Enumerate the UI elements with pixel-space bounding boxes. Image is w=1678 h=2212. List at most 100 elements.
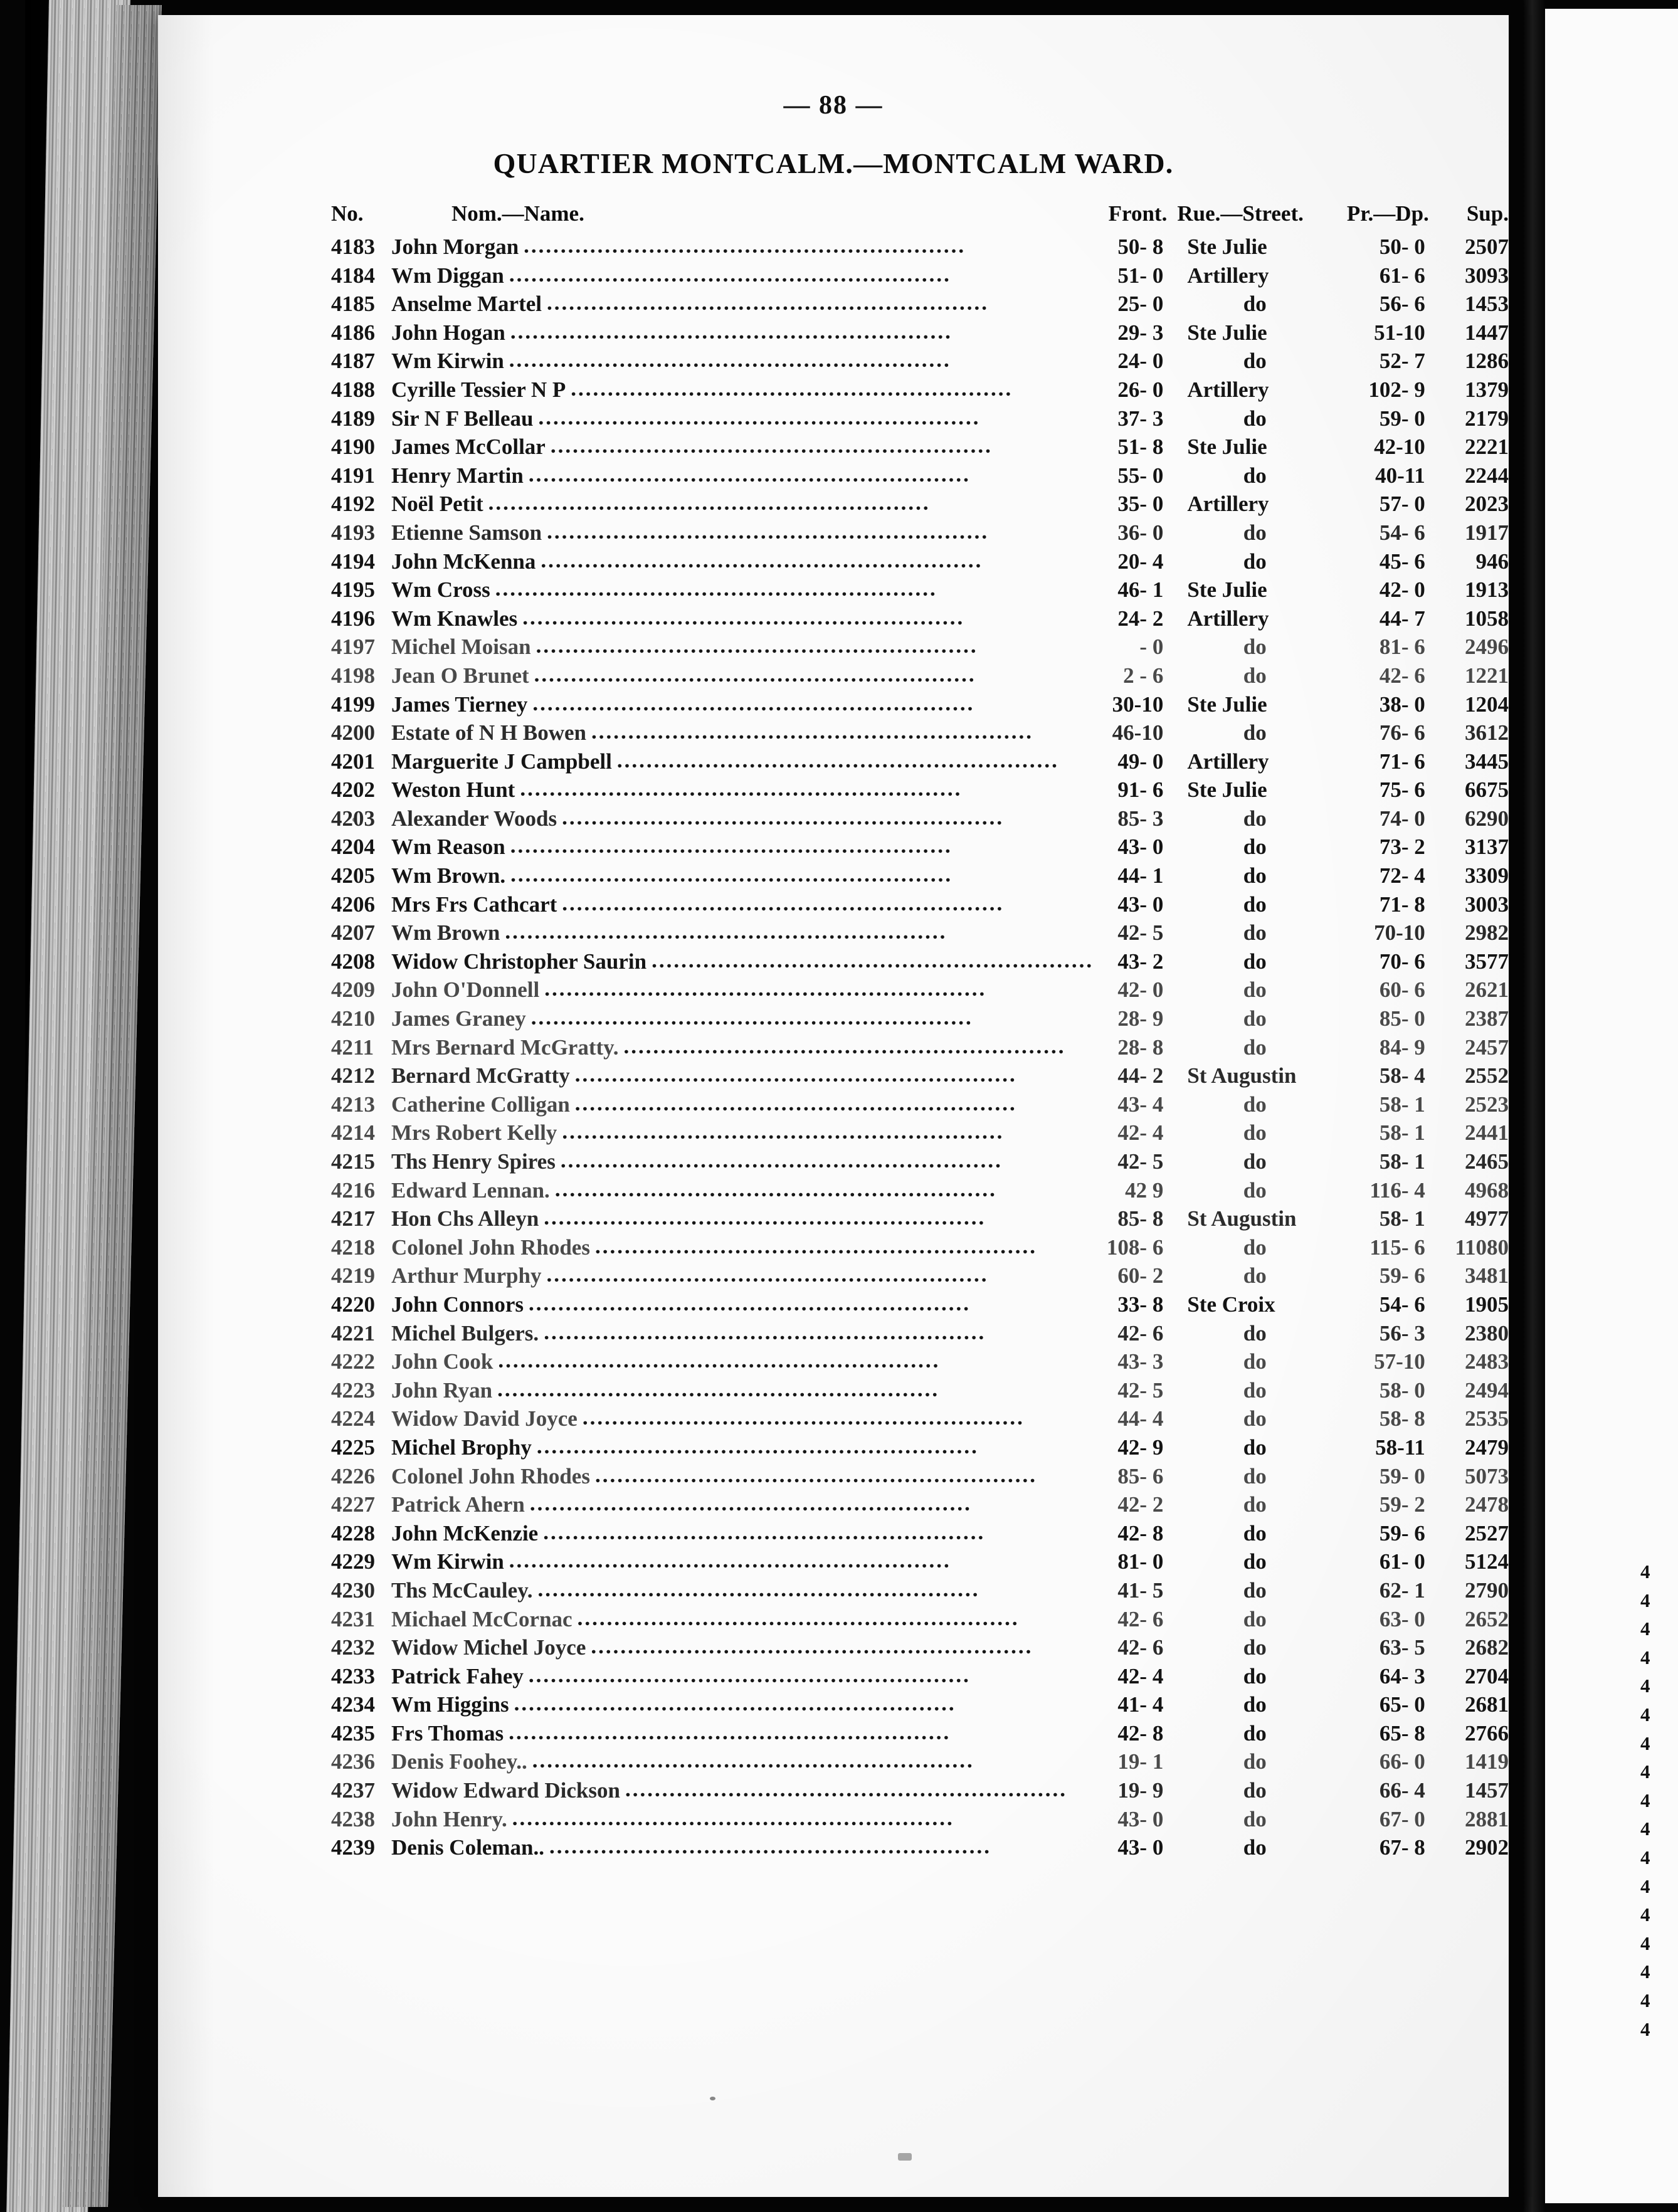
- name-text: Michael McCornac: [391, 1606, 573, 1631]
- table-row: 4204 Wm Reason...........................…: [331, 833, 1509, 861]
- dot-leader: ........................................…: [520, 776, 963, 801]
- facing-page-fragment: 4: [1640, 1961, 1650, 1983]
- facing-page-fragment: 4: [1640, 1875, 1650, 1897]
- dot-leader: ........................................…: [497, 1376, 940, 1401]
- cell-name: Edward Lennan...........................…: [391, 1176, 1094, 1205]
- cell-sup: 2523: [1465, 1092, 1509, 1117]
- dot-leader: ........................................…: [541, 547, 983, 572]
- cell-name: Wm Kirwin...............................…: [391, 1547, 1094, 1576]
- cell-pr-dp: 116- 4: [1369, 1177, 1425, 1203]
- cell-front: 91- 6: [1117, 777, 1164, 803]
- name-text: Marguerite J Campbell: [391, 749, 612, 774]
- cell-pr-dp: 102- 9: [1368, 377, 1425, 402]
- table-row: 4215 Ths Henry Spires....................…: [331, 1147, 1509, 1176]
- cell-front: 41- 4: [1117, 1692, 1164, 1717]
- cell-name: Michel Moisan...........................…: [391, 633, 1094, 661]
- cell-no: 4207: [331, 920, 375, 945]
- cell-pr-dp: 59- 0: [1379, 406, 1425, 431]
- name-text: Mrs Frs Cathcart: [391, 892, 557, 917]
- cell-name: Wm Cross................................…: [391, 576, 1094, 604]
- table-row: 4190 James McCollar......................…: [331, 433, 1509, 461]
- facing-page-fragment: 4: [1640, 1818, 1650, 1840]
- cell-no: 4195: [331, 577, 375, 603]
- cell-name: James Graney............................…: [391, 1004, 1094, 1033]
- dot-leader: ........................................…: [546, 1262, 989, 1287]
- ditto-mark: do: [1243, 1377, 1267, 1403]
- cell-front: 41- 5: [1117, 1577, 1164, 1603]
- street-name: Ste Julie: [1187, 777, 1267, 803]
- dot-leader: ........................................…: [582, 1405, 1025, 1430]
- cell-no: 4185: [331, 292, 375, 317]
- dot-leader: ........................................…: [547, 519, 989, 544]
- table-row: 4231 Michael McCornac....................…: [331, 1605, 1509, 1634]
- table-row: 4219 Arthur Murphy.......................…: [331, 1261, 1509, 1290]
- cell-front: 60- 2: [1117, 1263, 1164, 1288]
- cell-pr-dp: 62- 1: [1379, 1577, 1425, 1603]
- column-header-pr-dp: Pr.—Dp.: [1346, 201, 1429, 226]
- cell-pr-dp: 60- 6: [1379, 977, 1425, 1003]
- table-row: 4184 Wm Diggan...........................…: [331, 261, 1509, 290]
- gutter-shadow-right: [1524, 0, 1545, 2212]
- ditto-mark: do: [1243, 520, 1267, 545]
- cell-name: John Henry..............................…: [391, 1805, 1094, 1834]
- cell-street: Ste Croix: [1171, 1290, 1326, 1319]
- cell-front: 26- 0: [1117, 377, 1164, 402]
- table-row: 4194 John McKenna........................…: [331, 547, 1509, 576]
- ditto-mark: do: [1243, 1263, 1267, 1288]
- cell-front: 24- 2: [1117, 606, 1164, 631]
- cell-street: do: [1171, 404, 1326, 433]
- ditto-mark: do: [1243, 1149, 1267, 1174]
- cell-front: 43- 0: [1117, 1835, 1164, 1860]
- cell-front: 35- 0: [1117, 492, 1164, 517]
- ditto-mark: do: [1243, 1749, 1267, 1774]
- cell-pr-dp: 54- 6: [1379, 520, 1425, 545]
- cell-pr-dp: 40-11: [1375, 463, 1425, 488]
- name-text: Arthur Murphy: [391, 1263, 542, 1288]
- cell-front: 28- 8: [1117, 1035, 1164, 1060]
- cell-pr-dp: 58- 0: [1379, 1377, 1425, 1403]
- cell-no: 4196: [331, 606, 375, 631]
- cell-pr-dp: 67- 8: [1379, 1835, 1425, 1860]
- dot-leader: ........................................…: [510, 319, 952, 344]
- cell-street: Artillery: [1171, 261, 1326, 290]
- cell-sup: 2441: [1465, 1120, 1509, 1146]
- cell-name: Estate of N H Bowen.....................…: [391, 719, 1094, 747]
- cell-pr-dp: 42- 6: [1379, 663, 1425, 688]
- cell-sup: 1286: [1465, 349, 1509, 374]
- cell-no: 4224: [331, 1406, 375, 1431]
- table-row: 4208 Widow Christopher Saurin............…: [331, 947, 1509, 976]
- cell-pr-dp: 42- 0: [1379, 577, 1425, 603]
- ditto-mark: do: [1243, 1720, 1267, 1746]
- dot-leader: ........................................…: [510, 833, 952, 858]
- cell-name: Ths McCauley............................…: [391, 1576, 1094, 1605]
- cell-front: 36- 0: [1117, 520, 1164, 545]
- name-text: Wm Knawles: [391, 606, 518, 631]
- cell-front: 42- 4: [1117, 1663, 1164, 1688]
- cell-pr-dp: 57- 0: [1379, 492, 1425, 517]
- cell-no: 4190: [331, 434, 375, 460]
- cell-front: 42- 0: [1117, 977, 1164, 1003]
- cell-sup: 3137: [1465, 835, 1509, 860]
- cell-no: 4189: [331, 406, 375, 431]
- cell-sup: 2221: [1465, 434, 1509, 460]
- table-row: 4227 Patrick Ahern.......................…: [331, 1490, 1509, 1519]
- dot-leader: ........................................…: [544, 1319, 986, 1344]
- cell-sup: 2494: [1465, 1377, 1509, 1403]
- street-name: Ste Julie: [1187, 577, 1267, 603]
- dot-leader: ........................................…: [536, 1433, 979, 1458]
- dot-leader: ........................................…: [574, 1090, 1017, 1115]
- cell-street: do: [1171, 461, 1326, 490]
- ditto-mark: do: [1243, 1235, 1267, 1260]
- cell-street: do: [1171, 1376, 1326, 1405]
- name-text: Colonel John Rhodes: [391, 1463, 590, 1488]
- ditto-mark: do: [1243, 1120, 1267, 1146]
- table-body: 4183 John Morgan.........................…: [331, 233, 1509, 1862]
- cell-front: 43- 0: [1117, 835, 1164, 860]
- cell-street: do: [1171, 661, 1326, 690]
- dot-leader: ........................................…: [594, 1462, 1037, 1487]
- dot-leader: ........................................…: [524, 233, 966, 258]
- cell-street: do: [1171, 1090, 1326, 1119]
- cell-no: 4188: [331, 377, 375, 402]
- cell-no: 4197: [331, 635, 375, 660]
